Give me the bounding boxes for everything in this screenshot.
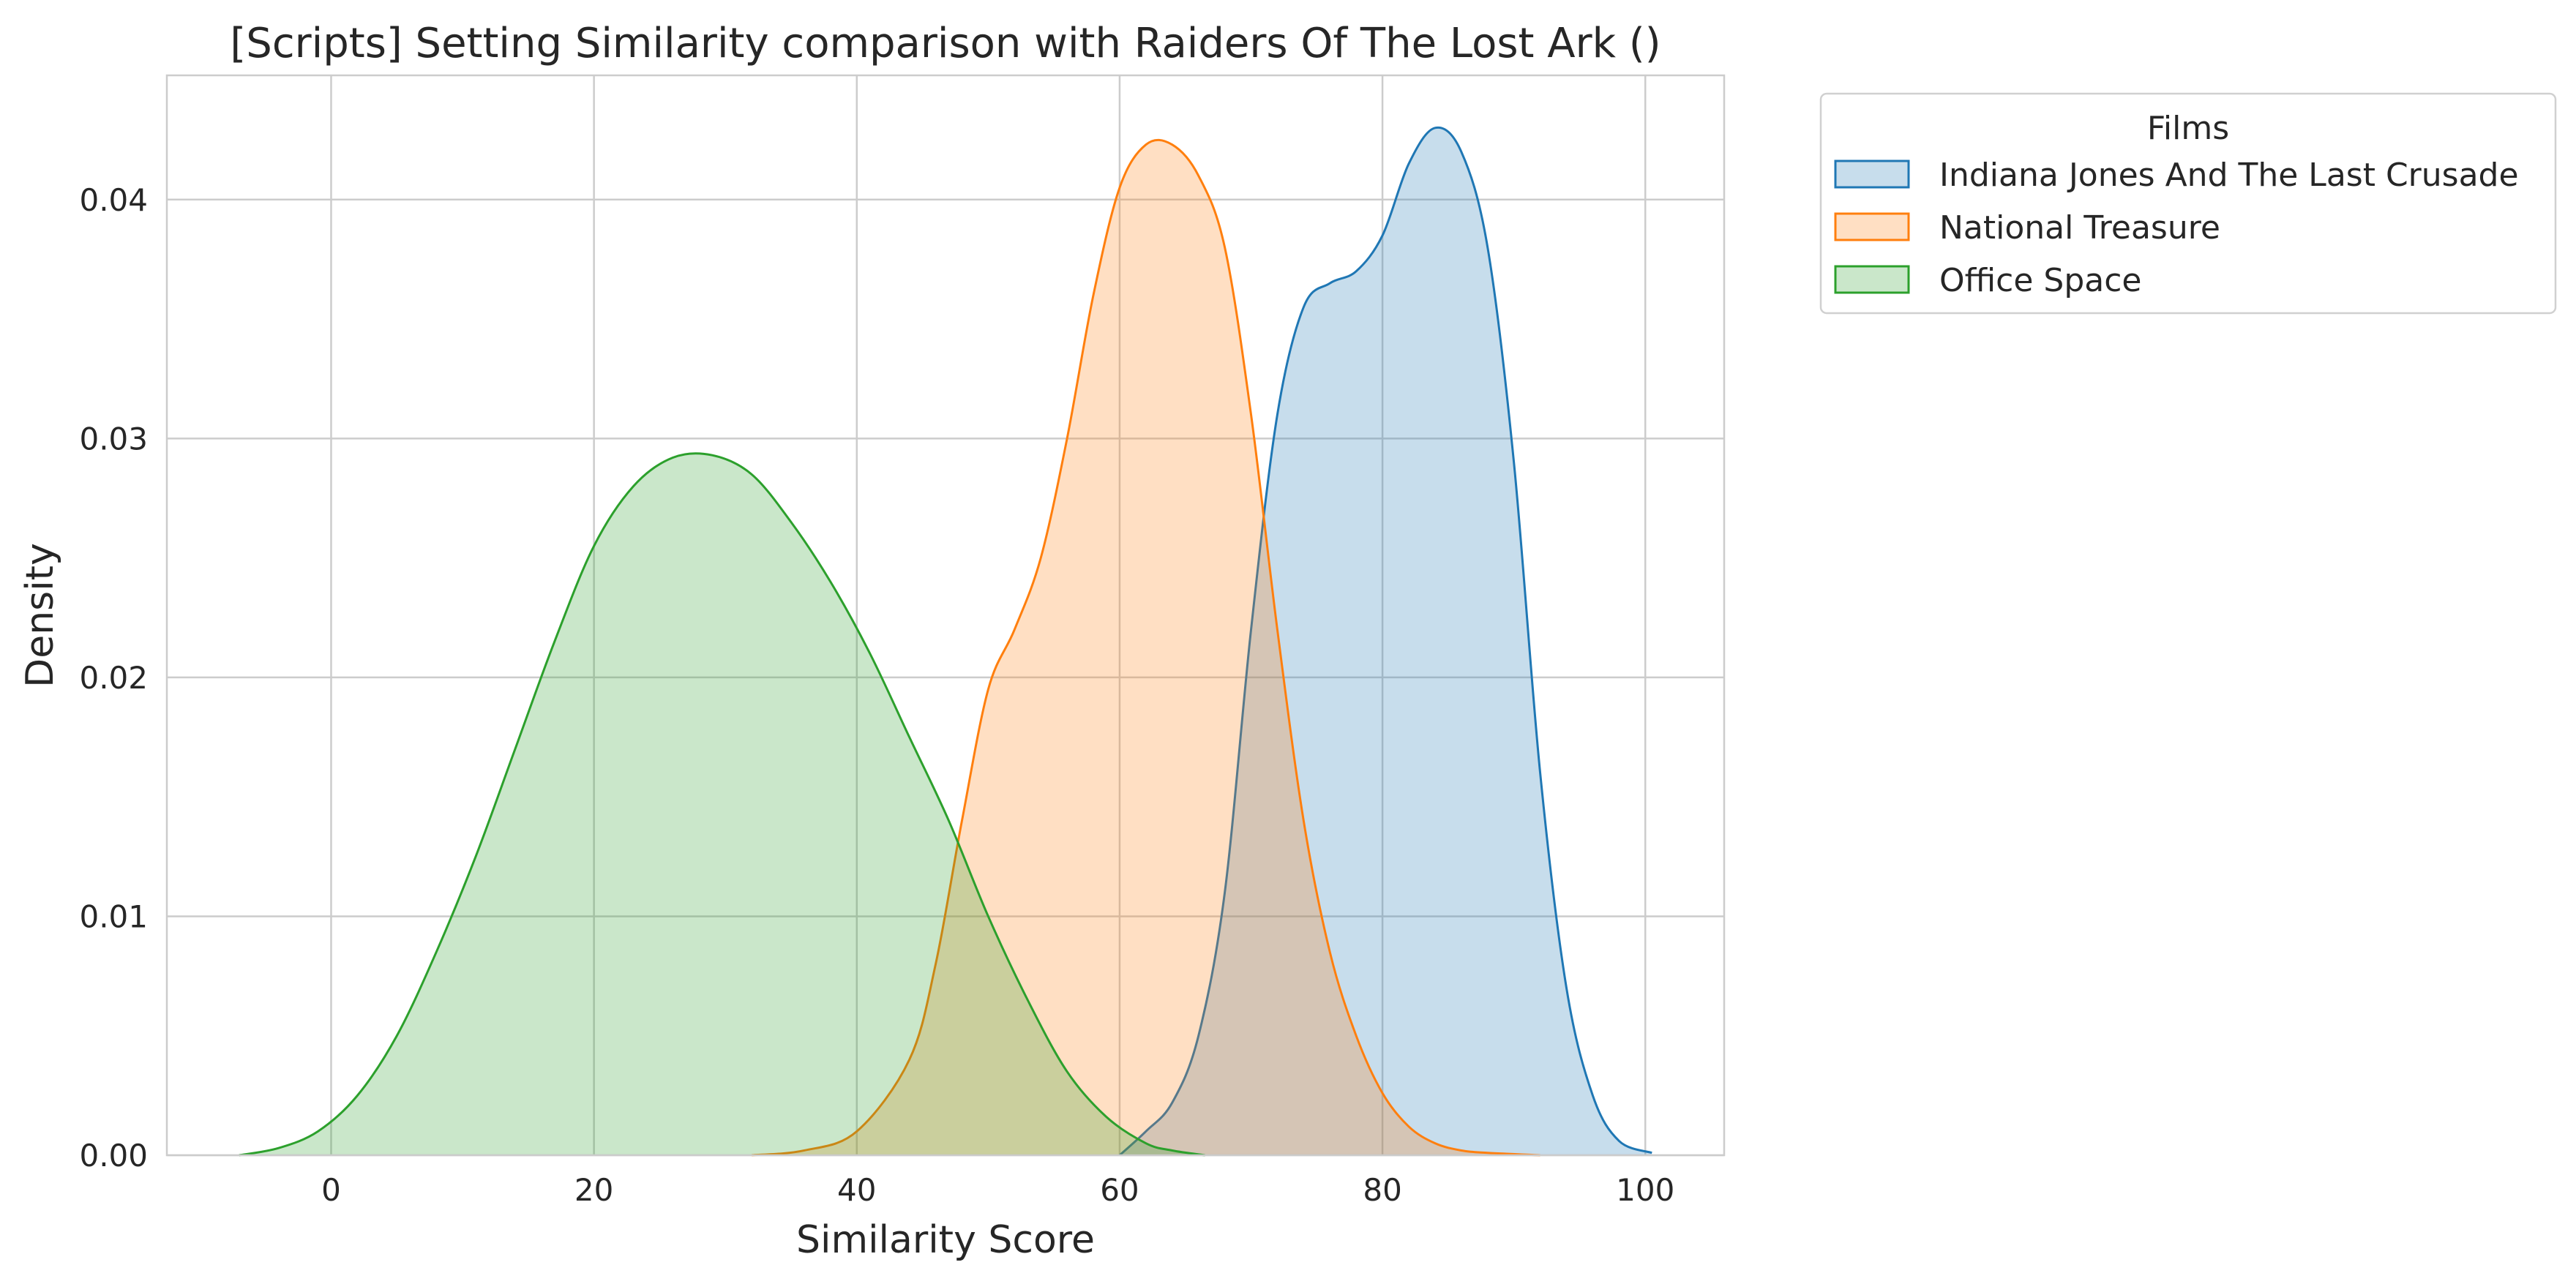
x-tick-label: 80	[1363, 1172, 1401, 1208]
density-fill	[1119, 127, 1652, 1155]
x-tick-label: 100	[1616, 1172, 1674, 1208]
chart-title: [Scripts] Setting Similarity comparison …	[230, 20, 1660, 67]
density-areas	[239, 126, 1652, 1157]
plot-frame	[165, 74, 1726, 1157]
legend-label: Indiana Jones And The Last Crusade	[1939, 157, 2519, 194]
density-fill	[752, 140, 1540, 1156]
legend-label: Office Space	[1939, 262, 2142, 299]
y-tick-label: 0.03	[79, 421, 148, 457]
legend-label: National Treasure	[1939, 209, 2220, 247]
legend-swatch	[1834, 265, 1910, 294]
legend-box	[1819, 92, 2557, 315]
y-tick-label: 0.02	[79, 660, 148, 696]
y-tick-label: 0.01	[79, 898, 148, 934]
y-axis-label: Density	[18, 543, 62, 688]
density-line	[751, 138, 1540, 1157]
legend-swatch	[1834, 212, 1910, 241]
x-axis-label: Similarity Score	[796, 1218, 1095, 1262]
density-line	[239, 452, 1205, 1157]
y-tick-label: 0.00	[79, 1138, 148, 1174]
x-tick-label: 20	[574, 1172, 613, 1208]
y-tick-label: 0.04	[79, 182, 148, 218]
x-tick-label: 0	[321, 1172, 341, 1208]
density-fill	[239, 453, 1205, 1155]
legend: Films Indiana Jones And The Last Crusade…	[1819, 92, 2557, 315]
ticks: 0 20 40 60 80 100 0.00 0.01 0.02 0.03 0.04	[79, 182, 1674, 1208]
legend-items: Indiana Jones And The Last Crusade Nation…	[1834, 157, 2519, 299]
legend-title: Films	[2147, 110, 2229, 147]
density-line	[1118, 126, 1652, 1157]
x-tick-label: 60	[1100, 1172, 1139, 1208]
legend-swatch	[1834, 159, 1910, 189]
x-tick-label: 40	[837, 1172, 876, 1208]
